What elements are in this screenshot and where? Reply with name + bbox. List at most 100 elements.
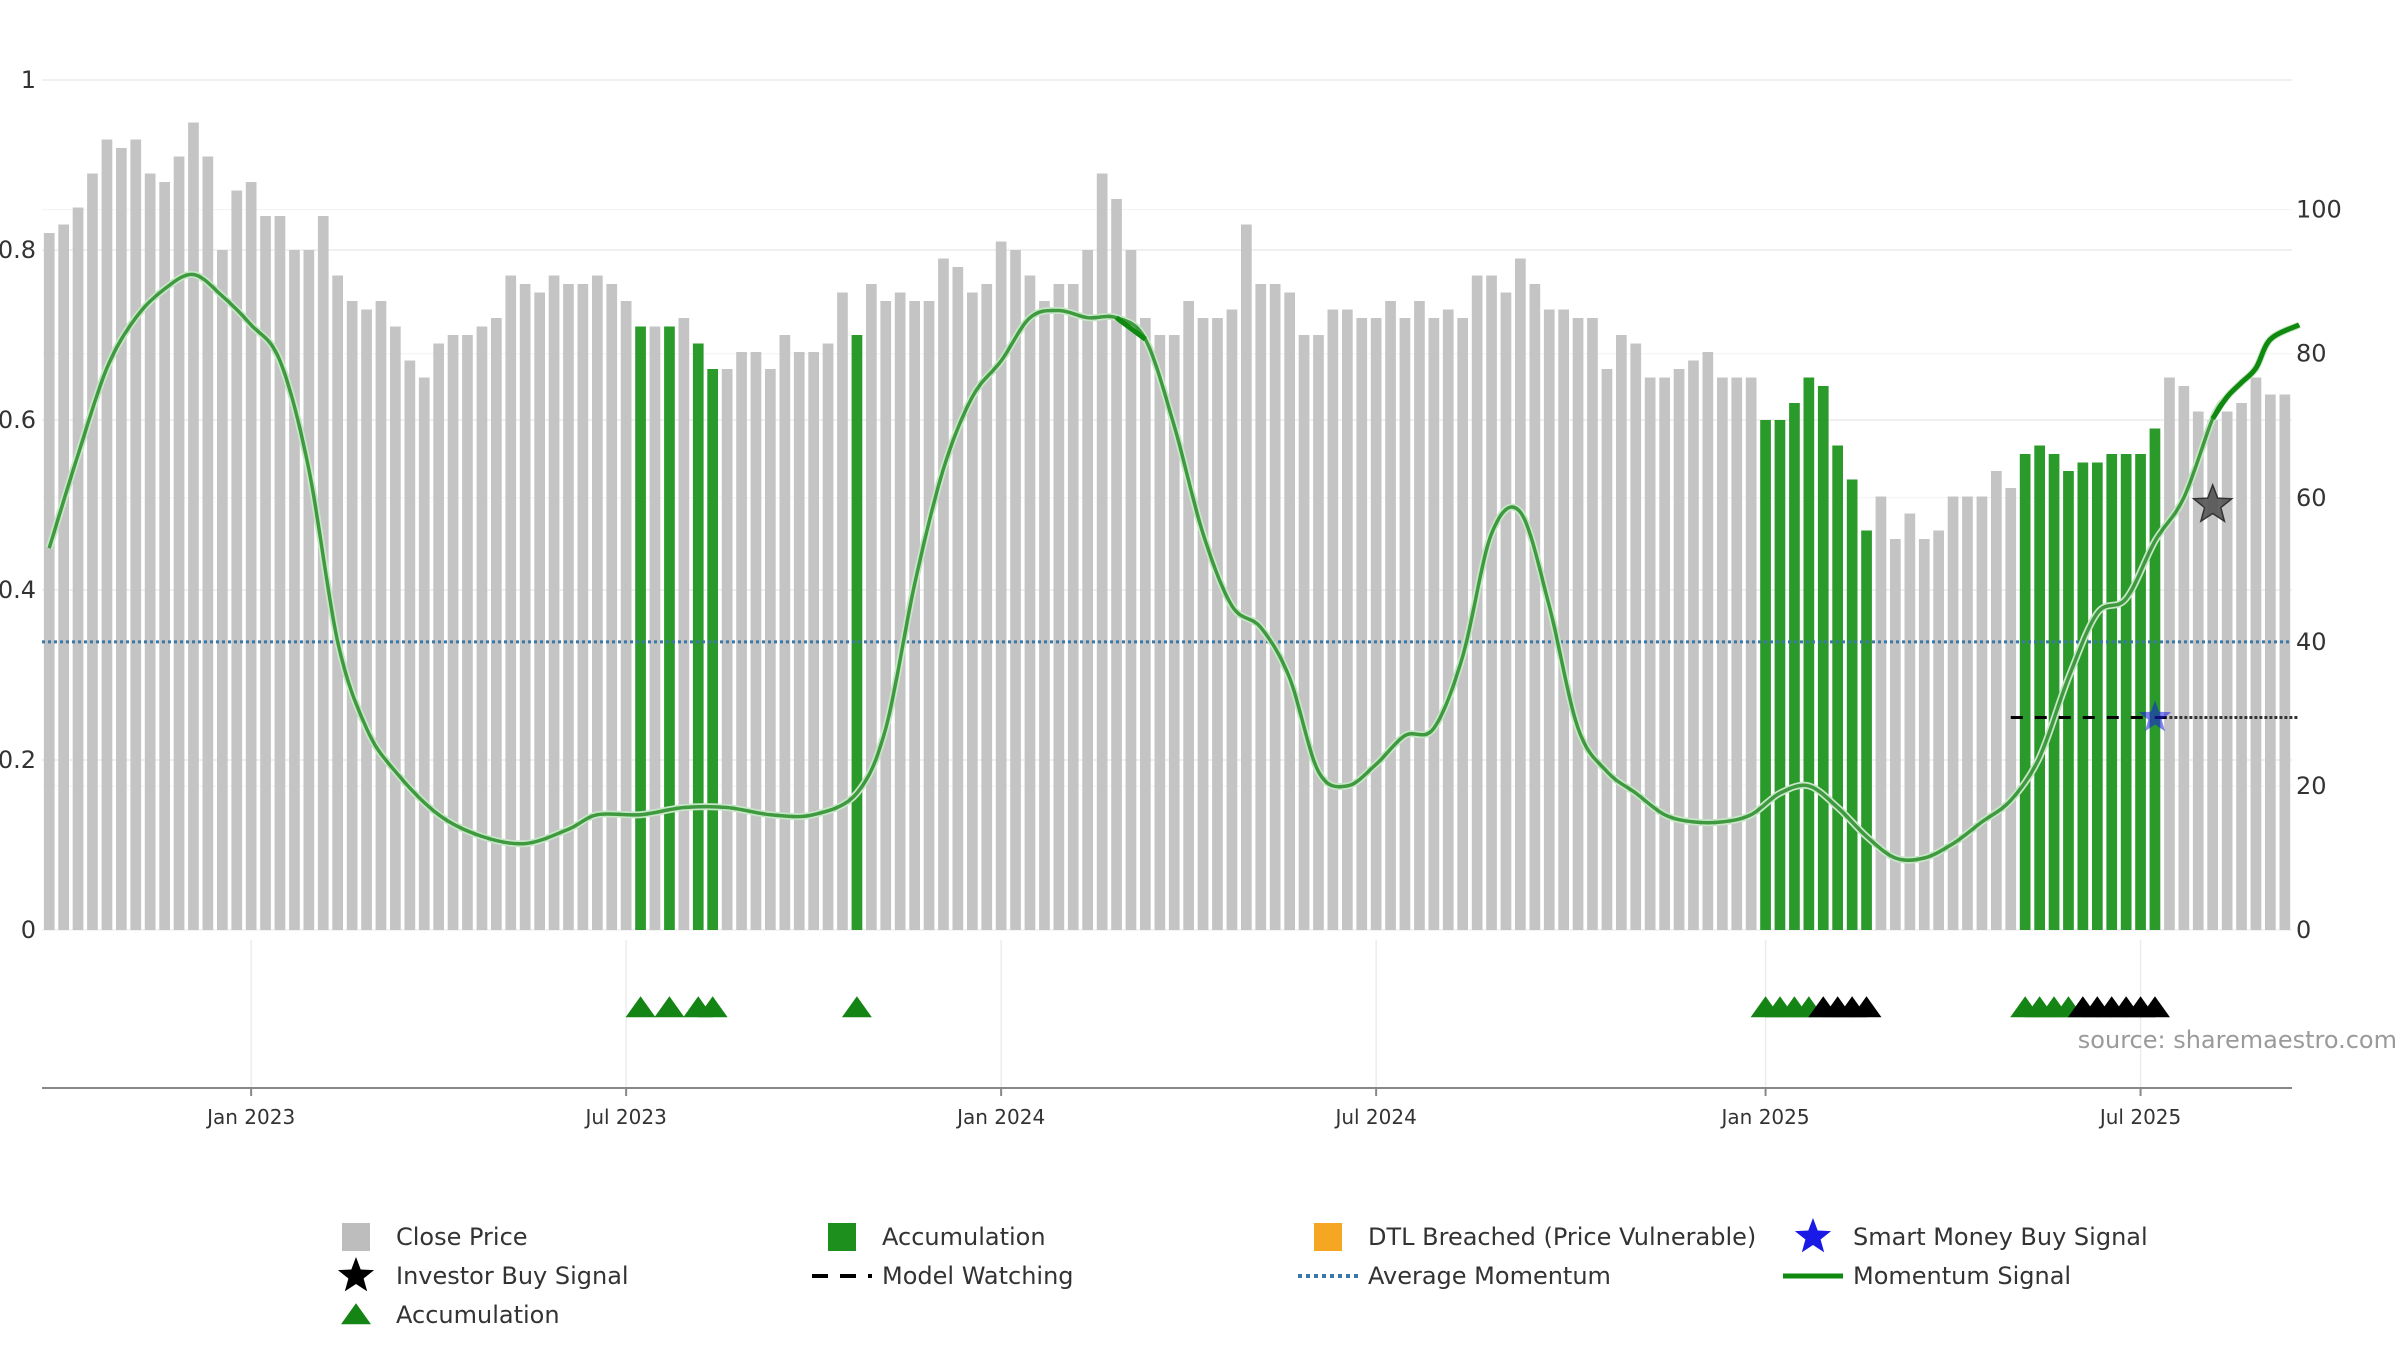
- left-axis-tick-label: 0.2: [0, 746, 36, 774]
- close-price-bar: [1140, 318, 1151, 930]
- legend-label: Average Momentum: [1368, 1262, 1611, 1290]
- accumulation-bar: [1846, 479, 1858, 930]
- close-price-bar: [289, 250, 300, 930]
- close-price-bar: [808, 352, 819, 930]
- close-price-bar: [1284, 292, 1295, 930]
- close-price-bar: [1991, 471, 2002, 930]
- close-price-bar: [505, 275, 517, 930]
- close-price-bar: [894, 292, 906, 930]
- close-price-bar: [721, 369, 733, 930]
- legend-item: Momentum Signal: [1783, 1262, 2071, 1290]
- close-price-bar: [433, 343, 444, 930]
- legend-label: Accumulation: [882, 1223, 1046, 1251]
- close-price-bar: [1616, 335, 1627, 930]
- close-price-bar: [1529, 284, 1541, 930]
- close-price-bar: [1947, 496, 1959, 930]
- legend-square-icon: [1314, 1223, 1342, 1251]
- close-price-bar: [332, 275, 343, 930]
- close-price-bar: [1601, 369, 1613, 930]
- close-price-bar: [1933, 530, 1944, 930]
- close-price-bar: [245, 182, 257, 930]
- close-price-bar: [491, 318, 502, 930]
- accumulation-bar: [2077, 462, 2089, 930]
- legend-item: DTL Breached (Price Vulnerable): [1314, 1223, 1756, 1251]
- close-price-bar: [1558, 309, 1569, 930]
- close-price-bar: [923, 301, 935, 930]
- close-price-bar: [938, 258, 949, 930]
- legend-item: Accumulation: [828, 1223, 1046, 1251]
- close-price-bar: [1125, 250, 1137, 930]
- close-price-bar: [116, 148, 127, 930]
- close-price-bar: [130, 139, 142, 930]
- close-price-bar: [519, 284, 531, 930]
- close-price-bar: [620, 301, 632, 930]
- accumulation-triangle: [625, 996, 656, 1018]
- close-price-bar: [1745, 377, 1757, 930]
- momentum-line-bold: [1115, 315, 1147, 342]
- accumulation-bar: [2135, 454, 2146, 930]
- x-axis-tick-label: Jul 2024: [1333, 1105, 1416, 1129]
- close-price-bar: [952, 267, 964, 930]
- close-price-bar: [1918, 539, 1930, 930]
- legend-label: Accumulation: [396, 1301, 560, 1329]
- close-price-bar: [880, 301, 892, 930]
- axes: 0 0.2 0.4 0.6 0.8 1 0 20 40 60 80 100 Jan 2023 Jul 20…: [0, 66, 2342, 1129]
- accumulation-bar: [1774, 420, 1786, 930]
- close-price-bar: [144, 173, 156, 930]
- close-price-bar: [1053, 284, 1065, 930]
- close-price-bar: [1414, 301, 1425, 930]
- accumulation-bar: [2034, 445, 2045, 930]
- right-axis-tick-label: 40: [2296, 628, 2327, 656]
- legend-square-icon: [828, 1223, 856, 1251]
- legend-label: Close Price: [396, 1223, 528, 1251]
- close-price-bar: [1962, 496, 1973, 930]
- accumulation-triangle: [654, 996, 685, 1018]
- close-price-bar: [1298, 335, 1310, 930]
- legend-star-icon: [337, 1257, 375, 1292]
- close-price-bar: [1717, 377, 1728, 930]
- x-axis-tick-label: Jan 2024: [955, 1105, 1045, 1129]
- close-price-bar: [909, 301, 920, 930]
- momentum-line-bold: [2210, 322, 2301, 420]
- accumulation-triangle: [841, 996, 872, 1018]
- legend-item: Average Momentum: [1298, 1262, 1611, 1290]
- close-price-bar: [173, 156, 185, 930]
- close-price-bar: [217, 250, 228, 930]
- accumulation-bar: [2048, 454, 2060, 930]
- accumulation-bar: [1817, 386, 1829, 930]
- accumulation-bar: [707, 369, 718, 930]
- close-price-bars: [43, 122, 2291, 930]
- close-price-bar: [476, 326, 488, 930]
- model-watching-triangle: [1851, 996, 1882, 1018]
- close-price-bar: [1327, 309, 1339, 930]
- source-label: source: sharemaestro.com: [2078, 1026, 2397, 1054]
- close-price-bar: [736, 352, 747, 930]
- close-price-bar: [375, 301, 387, 930]
- x-axis-tick-label: Jul 2025: [2098, 1105, 2181, 1129]
- close-price-bar: [101, 139, 113, 930]
- close-price-bar: [1010, 250, 1021, 930]
- close-price-bar: [1111, 199, 1122, 930]
- accumulation-bar: [2092, 462, 2103, 930]
- close-price-bar: [1241, 224, 1252, 930]
- close-price-bar: [2192, 411, 2204, 930]
- right-axis-tick-label: 0: [2296, 916, 2311, 944]
- legend-label: DTL Breached (Price Vulnerable): [1368, 1223, 1756, 1251]
- left-axis-tick-label: 0: [21, 916, 36, 944]
- close-price-bar: [418, 377, 430, 930]
- x-axis-tick-label: Jan 2025: [1720, 1105, 1810, 1129]
- close-price-bar: [1096, 173, 1108, 930]
- legend-triangle-icon: [341, 1303, 371, 1325]
- buy-signals: [2138, 482, 2234, 732]
- close-price-bar: [1976, 496, 1988, 930]
- accumulation-bar: [1803, 377, 1815, 930]
- close-price-bar: [1904, 513, 1916, 930]
- close-price-bar: [1313, 335, 1324, 930]
- close-price-bar: [2178, 386, 2190, 930]
- legend-label: Smart Money Buy Signal: [1853, 1223, 2148, 1251]
- close-price-bar: [967, 292, 978, 930]
- accumulation-bar: [2106, 454, 2118, 930]
- close-price-bar: [2005, 488, 2017, 930]
- close-price-bar: [1370, 318, 1382, 930]
